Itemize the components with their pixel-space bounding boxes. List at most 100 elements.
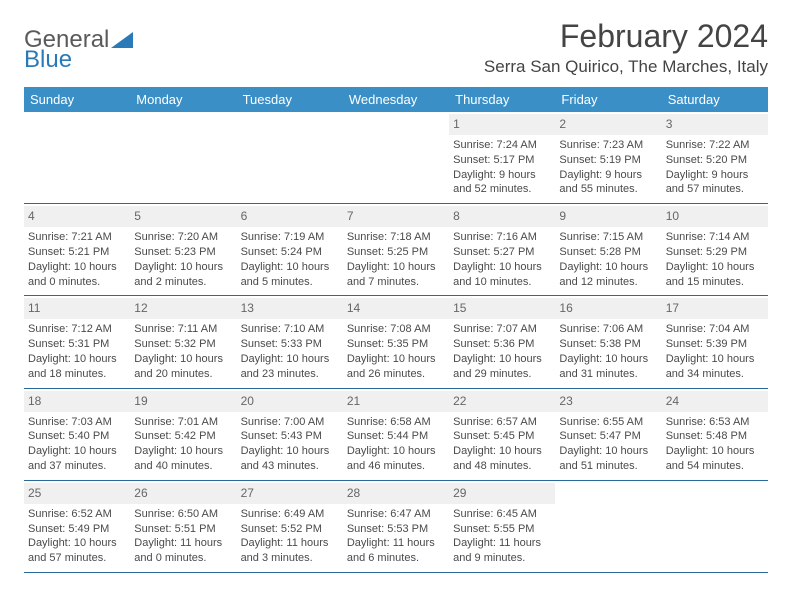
dow-wednesday: Wednesday	[343, 87, 449, 112]
sunrise-text: Sunrise: 6:50 AM	[134, 507, 232, 522]
day-cell: 29Sunrise: 6:45 AMSunset: 5:55 PMDayligh…	[449, 481, 555, 572]
weeks-container: ....1Sunrise: 7:24 AMSunset: 5:17 PMDayl…	[24, 112, 768, 573]
daylight-text: and 55 minutes.	[559, 182, 657, 197]
daylight-text: Daylight: 10 hours	[347, 260, 445, 275]
day-number-bg: 2	[555, 114, 661, 135]
sunrise-text: Sunrise: 6:47 AM	[347, 507, 445, 522]
day-cell: 10Sunrise: 7:14 AMSunset: 5:29 PMDayligh…	[662, 204, 768, 295]
location-text: Serra San Quirico, The Marches, Italy	[484, 57, 768, 77]
day-cell: 21Sunrise: 6:58 AMSunset: 5:44 PMDayligh…	[343, 389, 449, 480]
daylight-text: and 5 minutes.	[241, 275, 339, 290]
sunset-text: Sunset: 5:33 PM	[241, 337, 339, 352]
day-number-bg: 21	[343, 391, 449, 412]
day-number-bg: 25	[24, 483, 130, 504]
daylight-text: Daylight: 10 hours	[241, 260, 339, 275]
sunset-text: Sunset: 5:52 PM	[241, 522, 339, 537]
day-number: 14	[347, 301, 360, 315]
day-cell: 13Sunrise: 7:10 AMSunset: 5:33 PMDayligh…	[237, 296, 343, 387]
sunset-text: Sunset: 5:31 PM	[28, 337, 126, 352]
day-cell: 8Sunrise: 7:16 AMSunset: 5:27 PMDaylight…	[449, 204, 555, 295]
day-number: 29	[453, 486, 466, 500]
sunset-text: Sunset: 5:39 PM	[666, 337, 764, 352]
day-number-bg: 12	[130, 298, 236, 319]
sunset-text: Sunset: 5:45 PM	[453, 429, 551, 444]
day-number: 2	[559, 117, 566, 131]
sunrise-text: Sunrise: 7:20 AM	[134, 230, 232, 245]
week-row: ....1Sunrise: 7:24 AMSunset: 5:17 PMDayl…	[24, 112, 768, 204]
day-cell: 15Sunrise: 7:07 AMSunset: 5:36 PMDayligh…	[449, 296, 555, 387]
dow-saturday: Saturday	[662, 87, 768, 112]
sunrise-text: Sunrise: 7:10 AM	[241, 322, 339, 337]
day-cell: 24Sunrise: 6:53 AMSunset: 5:48 PMDayligh…	[662, 389, 768, 480]
day-number-bg: 19	[130, 391, 236, 412]
sunrise-text: Sunrise: 7:11 AM	[134, 322, 232, 337]
day-cell: 27Sunrise: 6:49 AMSunset: 5:52 PMDayligh…	[237, 481, 343, 572]
dow-sunday: Sunday	[24, 87, 130, 112]
day-cell: 12Sunrise: 7:11 AMSunset: 5:32 PMDayligh…	[130, 296, 236, 387]
brand-part2: Blue	[24, 46, 72, 74]
sunrise-text: Sunrise: 7:18 AM	[347, 230, 445, 245]
day-number-bg: 9	[555, 206, 661, 227]
day-cell: 16Sunrise: 7:06 AMSunset: 5:38 PMDayligh…	[555, 296, 661, 387]
day-number: 8	[453, 209, 460, 223]
day-cell: 5Sunrise: 7:20 AMSunset: 5:23 PMDaylight…	[130, 204, 236, 295]
daylight-text: Daylight: 10 hours	[134, 444, 232, 459]
day-number: 6	[241, 209, 248, 223]
header: General February 2024 Serra San Quirico,…	[24, 18, 768, 77]
daylight-text: and 0 minutes.	[28, 275, 126, 290]
sunset-text: Sunset: 5:23 PM	[134, 245, 232, 260]
daylight-text: and 34 minutes.	[666, 367, 764, 382]
daylight-text: Daylight: 10 hours	[453, 352, 551, 367]
day-cell: 7 Sunrise: 7:18 AMSunset: 5:25 PMDaylight…	[343, 204, 449, 295]
week-row: 4Sunrise: 7:21 AMSunset: 5:21 PMDaylight…	[24, 204, 768, 296]
dow-header-row: Sunday Monday Tuesday Wednesday Thursday…	[24, 87, 768, 112]
day-number: 24	[666, 394, 679, 408]
sunset-text: Sunset: 5:36 PM	[453, 337, 551, 352]
sunset-text: Sunset: 5:25 PM	[347, 245, 445, 260]
day-number: 7	[347, 209, 354, 223]
daylight-text: Daylight: 11 hours	[453, 536, 551, 551]
day-cell: 11Sunrise: 7:12 AMSunset: 5:31 PMDayligh…	[24, 296, 130, 387]
daylight-text: and 51 minutes.	[559, 459, 657, 474]
week-row: 18Sunrise: 7:03 AMSunset: 5:40 PMDayligh…	[24, 389, 768, 481]
daylight-text: Daylight: 10 hours	[347, 352, 445, 367]
day-cell: 20Sunrise: 7:00 AMSunset: 5:43 PMDayligh…	[237, 389, 343, 480]
day-number: 1	[453, 117, 460, 131]
sunrise-text: Sunrise: 7:04 AM	[666, 322, 764, 337]
day-cell: .	[130, 112, 236, 203]
day-number-bg: 28	[343, 483, 449, 504]
daylight-text: Daylight: 10 hours	[28, 444, 126, 459]
day-number: 22	[453, 394, 466, 408]
sunset-text: Sunset: 5:17 PM	[453, 153, 551, 168]
daylight-text: Daylight: 10 hours	[28, 352, 126, 367]
dow-thursday: Thursday	[449, 87, 555, 112]
day-number-bg: 5	[130, 206, 236, 227]
daylight-text: and 37 minutes.	[28, 459, 126, 474]
daylight-text: Daylight: 10 hours	[28, 536, 126, 551]
sunset-text: Sunset: 5:29 PM	[666, 245, 764, 260]
day-number-bg: 20	[237, 391, 343, 412]
day-cell: 28Sunrise: 6:47 AMSunset: 5:53 PMDayligh…	[343, 481, 449, 572]
daylight-text: Daylight: 10 hours	[666, 352, 764, 367]
sunset-text: Sunset: 5:49 PM	[28, 522, 126, 537]
sunrise-text: Sunrise: 7:23 AM	[559, 138, 657, 153]
week-row: 25Sunrise: 6:52 AMSunset: 5:49 PMDayligh…	[24, 481, 768, 573]
sunset-text: Sunset: 5:48 PM	[666, 429, 764, 444]
day-cell: .	[662, 481, 768, 572]
sunset-text: Sunset: 5:51 PM	[134, 522, 232, 537]
day-cell: 2Sunrise: 7:23 AMSunset: 5:19 PMDaylight…	[555, 112, 661, 203]
daylight-text: and 3 minutes.	[241, 551, 339, 566]
daylight-text: and 23 minutes.	[241, 367, 339, 382]
day-number: 23	[559, 394, 572, 408]
daylight-text: Daylight: 11 hours	[134, 536, 232, 551]
day-cell: 19Sunrise: 7:01 AMSunset: 5:42 PMDayligh…	[130, 389, 236, 480]
sunrise-text: Sunrise: 7:08 AM	[347, 322, 445, 337]
sunrise-text: Sunrise: 6:53 AM	[666, 415, 764, 430]
sunset-text: Sunset: 5:43 PM	[241, 429, 339, 444]
daylight-text: and 7 minutes.	[347, 275, 445, 290]
sunrise-text: Sunrise: 6:52 AM	[28, 507, 126, 522]
day-number: 16	[559, 301, 572, 315]
day-cell: 22Sunrise: 6:57 AMSunset: 5:45 PMDayligh…	[449, 389, 555, 480]
day-cell: 14Sunrise: 7:08 AMSunset: 5:35 PMDayligh…	[343, 296, 449, 387]
day-number-bg: 18	[24, 391, 130, 412]
